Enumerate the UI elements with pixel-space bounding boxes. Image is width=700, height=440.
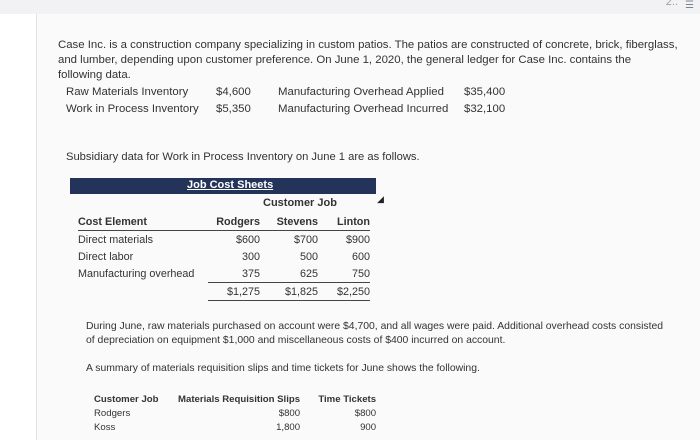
- cost-element: Direct labor: [78, 250, 134, 263]
- cell-value: 600: [351, 250, 370, 263]
- job-cost-table: Cost Element Rodgers Stevens Linton Dire…: [78, 213, 370, 301]
- column-header: Stevens: [260, 213, 318, 231]
- ledger-label: Work in Process Inventory: [66, 102, 199, 115]
- cost-element: Direct materials: [78, 233, 153, 246]
- table-header-row: Cost Element Rodgers Stevens Linton: [78, 213, 370, 231]
- cell-value: 375: [208, 265, 260, 283]
- total-value: $1,275: [208, 282, 260, 301]
- table-row: Direct materials $600 $700 $900: [78, 231, 370, 249]
- june-paragraph: During June, raw materials purchased on …: [86, 321, 664, 346]
- summary-line: A summary of materials requisition slips…: [86, 363, 480, 374]
- cell-value: $600: [235, 233, 260, 246]
- table-row: Manufacturing overhead 375 625 750: [78, 265, 370, 283]
- ledger-value: $35,400: [464, 85, 506, 98]
- ledger-row: Raw Materials Inventory $4,600 Manufactu…: [66, 83, 505, 100]
- customer-job: Koss: [94, 421, 116, 433]
- ledger-row: Work in Process Inventory $5,350 Manufac…: [66, 100, 505, 117]
- page-indicator: 2..: [665, 0, 678, 8]
- cell-value: $800: [354, 407, 377, 419]
- cell-value: 300: [241, 250, 260, 263]
- column-header: Linton: [318, 213, 370, 231]
- total-value: $2,250: [318, 282, 370, 301]
- cell-value: $800: [278, 407, 301, 419]
- top-strip: [0, 0, 700, 14]
- cell-value: $900: [345, 233, 370, 246]
- table-row: Direct labor 300 500 600: [78, 248, 370, 265]
- cursor-icon: ◢: [377, 194, 384, 204]
- table-row: Koss 1,800 900: [94, 420, 376, 434]
- cost-element: Manufacturing overhead: [78, 267, 195, 280]
- total-value: $1,825: [260, 282, 318, 301]
- cell-value: 625: [260, 265, 318, 283]
- job-cost-title: Job Cost Sheets: [187, 179, 274, 191]
- column-header: Rodgers: [208, 213, 260, 231]
- subsidiary-text: Subsidiary data for Work in Process Inve…: [66, 151, 420, 163]
- ledger-table: Raw Materials Inventory $4,600 Manufactu…: [66, 83, 505, 117]
- table-header-row: Customer Job Materials Requisition Slips…: [94, 392, 376, 406]
- ledger-value: $5,350: [216, 102, 251, 115]
- column-header: Materials Requisition Slips: [178, 393, 301, 405]
- intro-paragraph: Case Inc. is a construction company spec…: [58, 39, 678, 81]
- ledger-value: $32,100: [464, 102, 506, 115]
- cell-value: 900: [360, 421, 377, 433]
- ledger-label: Manufacturing Overhead Applied: [278, 85, 444, 98]
- cell-value: 500: [299, 250, 318, 263]
- cell-value: 1,800: [276, 421, 301, 433]
- column-header: Time Tickets: [318, 393, 377, 405]
- table-row: Rodgers $800 $800: [94, 406, 376, 420]
- cell-value: 750: [318, 265, 370, 283]
- cell-value: $700: [293, 233, 318, 246]
- ledger-label: Manufacturing Overhead Incurred: [278, 102, 449, 115]
- ledger-label: Raw Materials Inventory: [66, 85, 189, 98]
- customer-job: Rodgers: [94, 407, 131, 419]
- ledger-value: $4,600: [216, 85, 251, 98]
- customer-job-heading: Customer Job: [263, 197, 337, 209]
- requisition-table: Customer Job Materials Requisition Slips…: [94, 392, 376, 434]
- column-header: Customer Job: [94, 393, 159, 405]
- totals-row: $1,275 $1,825 $2,250: [78, 282, 370, 301]
- list-icon[interactable]: ☰: [685, 0, 694, 11]
- column-header: Cost Element: [78, 213, 208, 231]
- job-cost-header-bar: [70, 178, 376, 194]
